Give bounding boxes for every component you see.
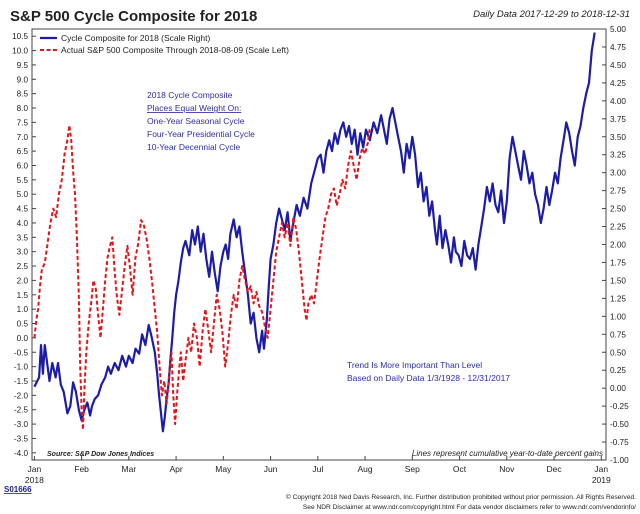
- right-tick-label: 2.75: [610, 187, 626, 196]
- left-axis: -4.0 -3.5 -3.0 -2.5 -2.0 -1.5 -1.0 -0.5 0.0 0.5 1.…: [12, 32, 36, 458]
- left-tick-label: 9.0: [17, 75, 29, 84]
- legend-label-actual-sp500: Actual S&P 500 Composite Through 2018-08…: [61, 45, 289, 55]
- right-tick-label: 4.50: [610, 61, 626, 70]
- right-tick-label: -0.25: [610, 402, 629, 411]
- right-axis: -1.00 -0.75 -0.50 -0.25 0.00 0.25 0.50 0.75 1.00…: [602, 25, 629, 465]
- left-tick-label: 2.5: [17, 262, 29, 271]
- series-line-cycle-composite: [33, 32, 596, 433]
- left-tick-label: -1.5: [14, 377, 29, 386]
- left-tick-label: 7.5: [17, 118, 29, 127]
- source-note: Source: S&P Dow Jones Indices: [47, 451, 154, 458]
- left-tick-label: 6.5: [17, 147, 29, 156]
- left-tick-label: 4.0: [17, 219, 29, 228]
- right-tick-label: 3.50: [610, 133, 626, 142]
- left-tick-label: -2.0: [14, 391, 29, 400]
- x-tick-label: Dec: [546, 464, 562, 474]
- x-axis: Jan Feb Mar Apr May Jun Jul Aug Sep Oct Nov Dec Jan2…: [25, 456, 611, 485]
- cumulative-note: Lines represent cumulative year-to-date …: [412, 449, 603, 458]
- x-tick-label: Jan: [28, 464, 42, 474]
- right-tick-label: -1.00: [610, 456, 629, 465]
- right-tick-label: 0.50: [610, 348, 626, 357]
- cycle-box-line-presidential: Four-Year Presidential Cycle: [147, 129, 255, 139]
- x-tick-label: Aug: [357, 464, 372, 474]
- left-tick-label: 8.5: [17, 90, 29, 99]
- chart-id[interactable]: S01666: [4, 485, 32, 494]
- right-tick-label: 3.25: [610, 151, 626, 160]
- plot-area: [31, 28, 607, 461]
- right-tick-label: 4.25: [610, 79, 626, 88]
- left-tick-label: -3.5: [14, 434, 29, 443]
- right-tick-label: -0.50: [610, 420, 629, 429]
- right-tick-label: 0.75: [610, 330, 626, 339]
- cycle-box-line-seasonal: One-Year Seasonal Cycle: [147, 116, 245, 126]
- x-year-label: 2018: [25, 475, 44, 485]
- copyright-line: © Copyright 2018 Ned Davis Research, Inc…: [286, 493, 636, 501]
- x-tick-label: Mar: [122, 464, 137, 474]
- left-tick-label: 10.0: [12, 47, 28, 56]
- left-tick-label: -4.0: [14, 449, 29, 458]
- right-tick-label: 3.00: [610, 169, 626, 178]
- left-tick-label: 9.5: [17, 61, 29, 70]
- right-tick-label: 1.25: [610, 294, 626, 303]
- right-tick-label: 2.50: [610, 205, 626, 214]
- right-tick-label: 5.00: [610, 25, 626, 34]
- left-tick-label: 1.0: [17, 305, 29, 314]
- right-tick-label: 1.75: [610, 258, 626, 267]
- left-tick-label: -2.5: [14, 406, 29, 415]
- left-tick-label: -0.5: [14, 348, 29, 357]
- left-tick-label: -3.0: [14, 420, 29, 429]
- x-tick-label: Jan: [594, 464, 608, 474]
- cycle-box-line-decennial: 10-Year Decennial Cycle: [147, 142, 241, 152]
- x-tick-label: Oct: [453, 464, 467, 474]
- x-tick-label: Sep: [405, 464, 420, 474]
- right-tick-label: 3.75: [610, 115, 626, 124]
- legend: Cycle Composite for 2018 (Scale Right) A…: [40, 33, 289, 55]
- series-line-actual-sp500: [33, 124, 371, 431]
- x-year-label: 2019: [592, 475, 611, 485]
- cycle-box-line-title: 2018 Cycle Composite: [147, 90, 233, 100]
- left-tick-label: 2.0: [17, 276, 29, 285]
- chart-subtitle: Daily Data 2017-12-29 to 2018-12-31: [473, 9, 630, 20]
- disclaimer-line: See NDR Disclaimer at www.ndr.com/copyri…: [303, 504, 636, 511]
- right-tick-label: 4.00: [610, 97, 626, 106]
- right-tick-label: 0.00: [610, 384, 626, 393]
- cycle-composite-annotation: 2018 Cycle Composite Places Equal Weight…: [147, 90, 255, 152]
- right-tick-label: 1.00: [610, 312, 626, 321]
- left-tick-label: 1.5: [17, 291, 29, 300]
- trend-note-line-1: Trend Is More Important Than Level: [347, 360, 482, 370]
- left-tick-label: 4.5: [17, 205, 29, 214]
- cycle-box-line-weights: Places Equal Weight On:: [147, 103, 241, 113]
- right-tick-label: 2.00: [610, 241, 626, 250]
- right-tick-label: 4.75: [610, 43, 626, 52]
- x-tick-label: Jul: [312, 464, 323, 474]
- x-tick-label: Apr: [169, 464, 182, 474]
- trend-annotation: Trend Is More Important Than Level Based…: [347, 360, 510, 383]
- right-tick-label: -0.75: [610, 438, 629, 447]
- right-tick-label: 2.25: [610, 223, 626, 232]
- trend-note-line-2: Based on Daily Data 1/3/1928 - 12/31/201…: [347, 373, 510, 383]
- left-tick-label: 10.5: [12, 32, 28, 41]
- chart-title: S&P 500 Cycle Composite for 2018: [10, 8, 257, 25]
- left-tick-label: 0.5: [17, 320, 29, 329]
- left-tick-label: 6.0: [17, 161, 29, 170]
- left-tick-label: 5.0: [17, 190, 29, 199]
- right-tick-label: 0.25: [610, 366, 626, 375]
- left-tick-label: 3.5: [17, 233, 29, 242]
- left-tick-label: 0.0: [17, 334, 29, 343]
- legend-label-cycle-composite: Cycle Composite for 2018 (Scale Right): [61, 33, 210, 43]
- x-tick-label: Nov: [499, 464, 515, 474]
- right-tick-label: 1.50: [610, 276, 626, 285]
- x-tick-label: Jun: [264, 464, 278, 474]
- left-tick-label: 5.5: [17, 176, 29, 185]
- left-tick-label: 7.0: [17, 133, 29, 142]
- x-tick-label: May: [215, 464, 232, 474]
- left-tick-label: -1.0: [14, 363, 29, 372]
- left-tick-label: 3.0: [17, 248, 29, 257]
- left-tick-label: 8.0: [17, 104, 29, 113]
- x-tick-label: Feb: [74, 464, 89, 474]
